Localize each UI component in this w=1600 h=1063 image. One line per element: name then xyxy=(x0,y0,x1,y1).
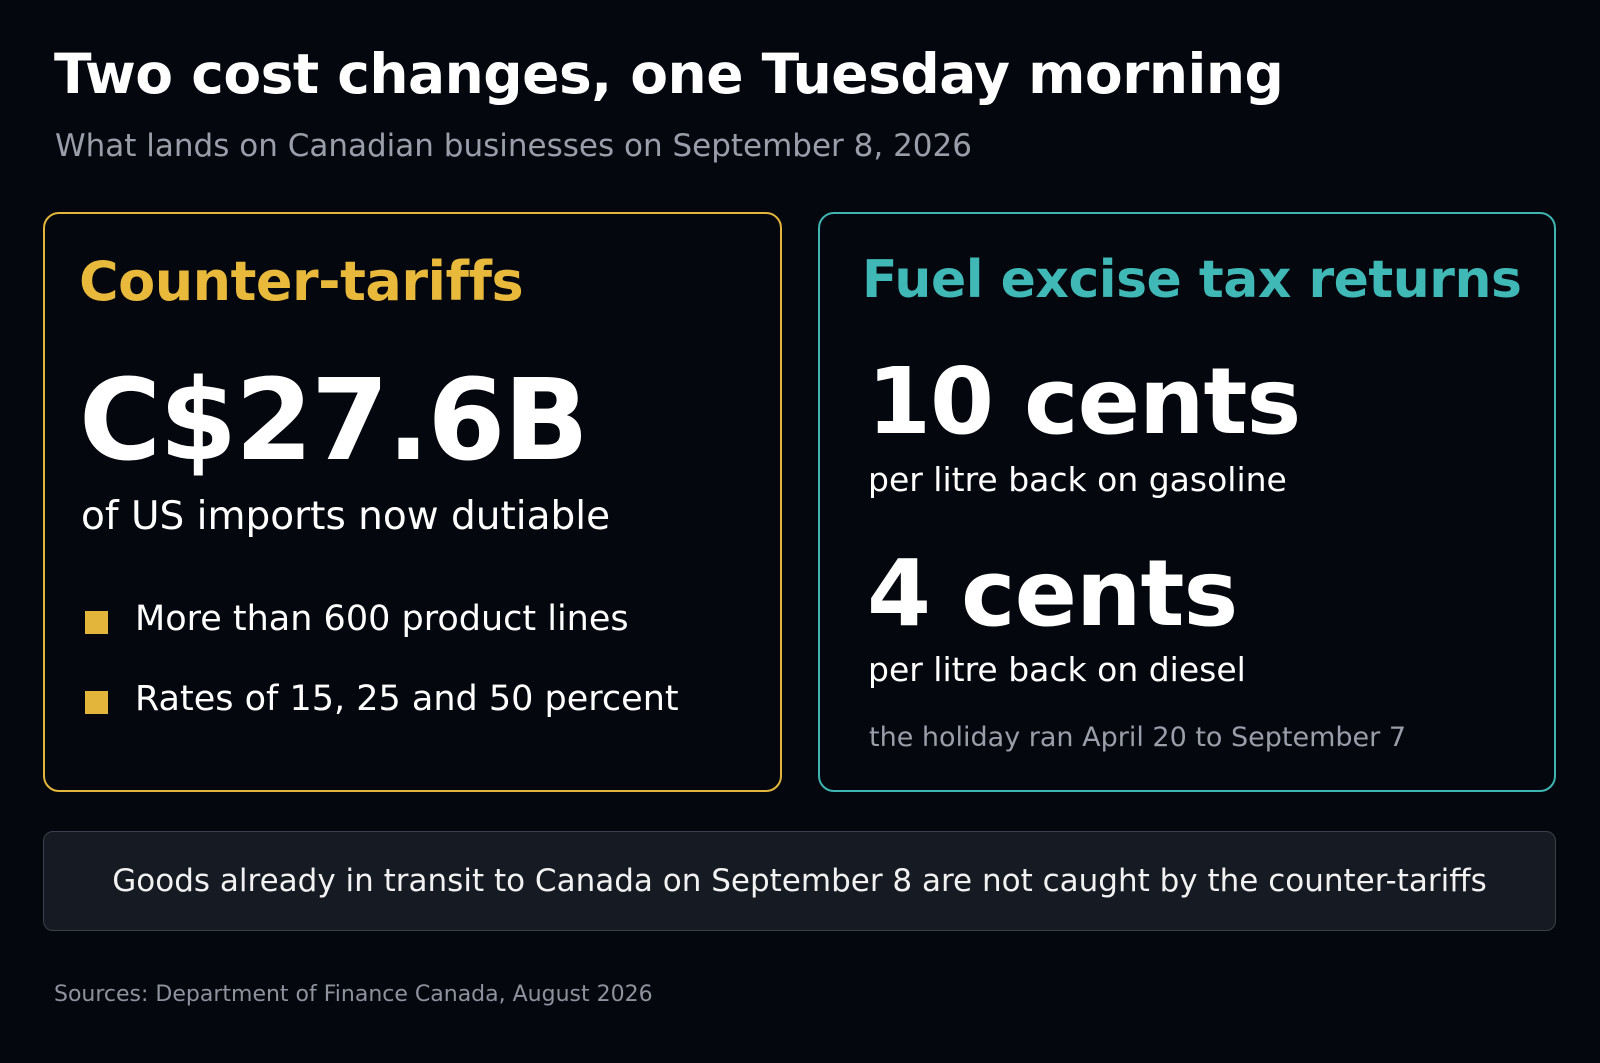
page-title: Two cost changes, one Tuesday morning xyxy=(54,42,1284,106)
counter-tariffs-card: Counter-tariffs C$27.6B of US imports no… xyxy=(43,212,782,792)
fuel-excise-card: Fuel excise tax returns 10 cents per lit… xyxy=(818,212,1556,792)
list-item: Rates of 15, 25 and 50 percent xyxy=(85,679,679,759)
page-subtitle: What lands on Canadian businesses on Sep… xyxy=(55,128,972,164)
diesel-amount: 4 cents xyxy=(867,540,1238,647)
bullet-text: Rates of 15, 25 and 50 percent xyxy=(135,679,679,719)
tariff-amount: C$27.6B xyxy=(79,356,589,486)
holiday-note: the holiday ran April 20 to September 7 xyxy=(869,722,1407,753)
bullet-text: More than 600 product lines xyxy=(135,599,629,639)
transit-note-text: Goods already in transit to Canada on Se… xyxy=(112,863,1487,899)
diesel-caption: per litre back on diesel xyxy=(868,650,1246,689)
transit-note-bar: Goods already in transit to Canada on Se… xyxy=(43,831,1556,931)
gasoline-amount: 10 cents xyxy=(867,348,1301,455)
square-bullet-icon xyxy=(85,611,108,634)
tariff-amount-caption: of US imports now dutiable xyxy=(81,494,611,539)
counter-tariffs-heading: Counter-tariffs xyxy=(79,250,524,313)
fuel-excise-heading: Fuel excise tax returns xyxy=(862,250,1522,310)
gasoline-caption: per litre back on gasoline xyxy=(868,460,1287,499)
square-bullet-icon xyxy=(85,691,108,714)
tariff-bullet-list: More than 600 product lines Rates of 15,… xyxy=(85,599,679,759)
sources-footer: Sources: Department of Finance Canada, A… xyxy=(54,982,653,1007)
list-item: More than 600 product lines xyxy=(85,599,679,679)
